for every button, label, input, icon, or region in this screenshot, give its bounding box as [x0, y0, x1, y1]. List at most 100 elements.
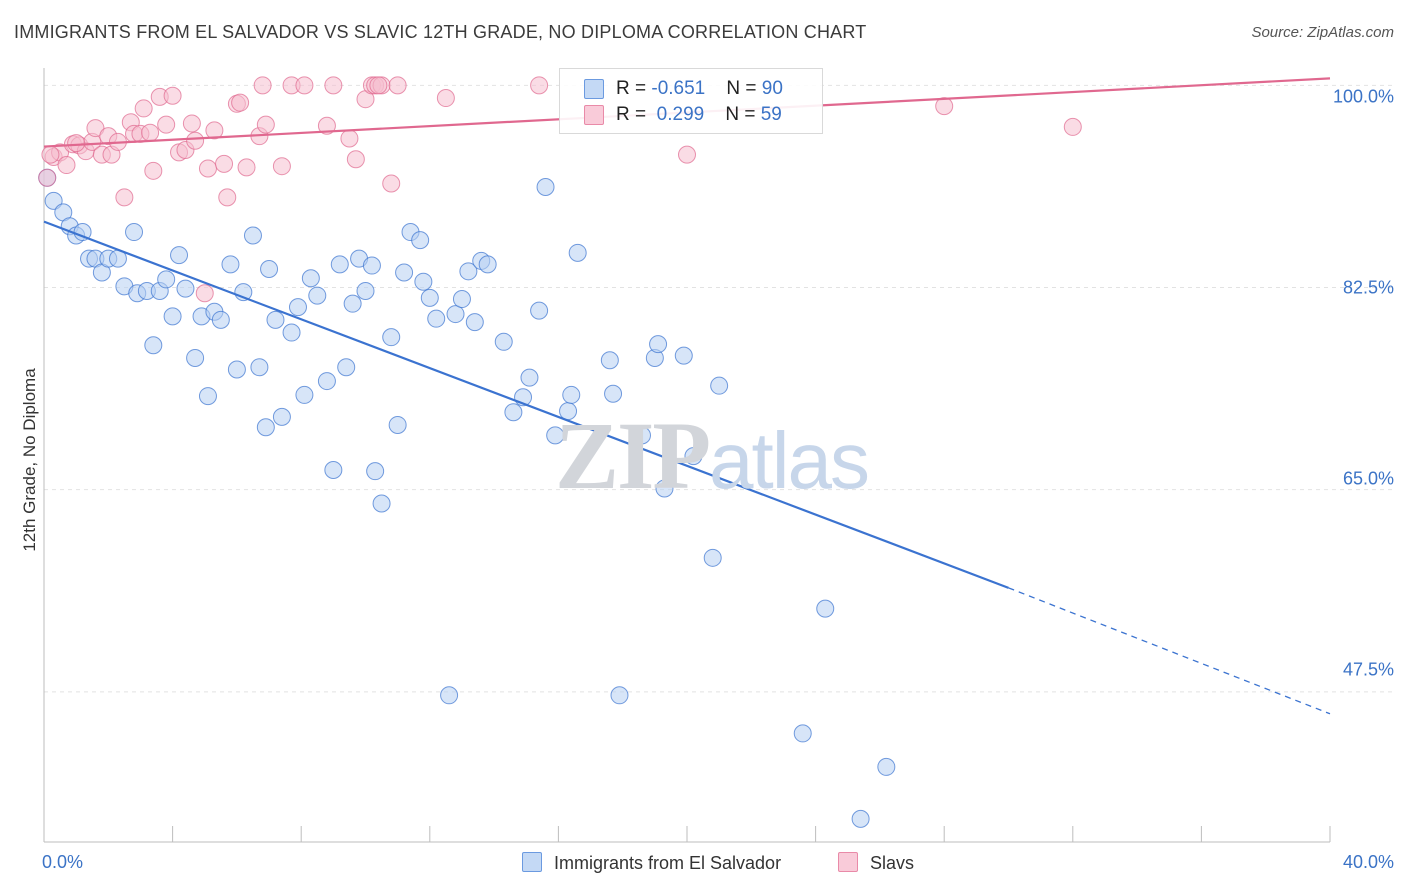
- trend-line-salvador: [43, 220, 1009, 589]
- point-salvador: [144, 336, 163, 355]
- point-slavs: [256, 115, 275, 134]
- point-slavs: [157, 115, 176, 134]
- stats-swatch-salvador: [584, 79, 604, 99]
- point-salvador: [600, 351, 619, 370]
- point-slavs: [295, 76, 314, 95]
- point-slavs: [41, 145, 60, 164]
- point-salvador: [125, 223, 144, 242]
- point-salvador: [295, 385, 314, 404]
- point-salvador: [536, 177, 555, 196]
- point-salvador: [282, 323, 301, 342]
- point-slavs: [388, 76, 407, 95]
- point-salvador: [478, 255, 497, 274]
- point-salvador: [308, 286, 327, 305]
- point-salvador: [170, 246, 189, 265]
- point-slavs: [530, 76, 549, 95]
- point-salvador: [163, 307, 182, 326]
- point-slavs: [231, 93, 250, 112]
- point-slavs: [215, 154, 234, 173]
- point-salvador: [604, 384, 623, 403]
- point-salvador: [372, 494, 391, 513]
- stats-swatch-slavs: [584, 105, 604, 125]
- point-salvador: [440, 686, 459, 705]
- point-slavs: [57, 156, 76, 175]
- point-salvador: [266, 310, 285, 329]
- point-salvador: [655, 479, 674, 498]
- point-salvador: [816, 599, 835, 618]
- point-salvador: [546, 426, 565, 445]
- point-salvador: [250, 358, 269, 377]
- point-slavs: [436, 89, 455, 108]
- trend-line-salvador-extension: [1008, 587, 1331, 715]
- r-label: R =: [616, 78, 652, 99]
- point-salvador: [221, 255, 240, 274]
- y-tick-label: 82.5%: [1342, 277, 1394, 298]
- legend-item-salvador[interactable]: Immigrants from El Salvador: [522, 852, 781, 874]
- point-salvador: [324, 461, 343, 480]
- point-slavs: [272, 157, 291, 176]
- point-slavs: [205, 121, 224, 140]
- point-salvador: [562, 385, 581, 404]
- point-salvador: [610, 686, 629, 705]
- watermark: ZIPatlas: [555, 400, 870, 511]
- y-tick-label: 47.5%: [1342, 659, 1394, 680]
- point-salvador: [446, 305, 465, 324]
- y-tick-label: 65.0%: [1342, 468, 1394, 489]
- point-slavs: [935, 97, 954, 116]
- point-salvador: [260, 260, 279, 279]
- axis-layer: [43, 68, 1331, 843]
- point-slavs: [186, 131, 205, 150]
- point-salvador: [362, 256, 381, 275]
- x-tick-label-max: 40.0%: [1342, 852, 1394, 872]
- point-slavs: [317, 116, 336, 135]
- point-salvador: [317, 372, 336, 391]
- point-salvador: [330, 255, 349, 274]
- point-slavs: [198, 159, 217, 178]
- point-salvador: [504, 403, 523, 422]
- point-salvador: [256, 418, 275, 437]
- point-slavs: [324, 76, 343, 95]
- point-salvador: [632, 426, 651, 445]
- point-slavs: [218, 188, 237, 207]
- point-salvador: [198, 387, 217, 406]
- point-slavs: [1063, 117, 1082, 136]
- point-salvador: [427, 309, 446, 328]
- point-slavs: [134, 99, 153, 118]
- y-tick-label: 100.0%: [1332, 86, 1394, 107]
- point-salvador: [272, 407, 291, 426]
- watermark-atlas: atlas: [709, 416, 870, 505]
- point-slavs: [253, 76, 272, 95]
- y-axis-label: 12th Grade, No Diploma: [20, 368, 39, 552]
- point-salvador: [649, 335, 668, 354]
- legend-swatch-slavs: [838, 852, 858, 872]
- point-slavs: [86, 119, 105, 138]
- point-slavs: [195, 284, 214, 303]
- point-slavs: [237, 158, 256, 177]
- n-value: 90: [761, 78, 783, 99]
- point-slavs: [346, 150, 365, 169]
- legend-item-slavs[interactable]: Slavs: [838, 852, 914, 874]
- point-slavs: [144, 161, 163, 180]
- point-salvador: [157, 270, 176, 289]
- legend-label-salvador: Immigrants from El Salvador: [554, 853, 782, 873]
- point-slavs: [141, 123, 160, 142]
- point-slavs: [382, 174, 401, 193]
- point-salvador: [388, 415, 407, 434]
- chart-title: IMMIGRANTS FROM EL SALVADOR VS SLAVIC 12…: [14, 22, 867, 42]
- point-salvador: [176, 279, 195, 298]
- point-salvador: [411, 231, 430, 250]
- point-salvador: [288, 298, 307, 317]
- point-salvador: [366, 462, 385, 481]
- watermark-zip: ZIP: [555, 402, 711, 509]
- r-label: R =: [616, 104, 652, 125]
- point-salvador: [186, 348, 205, 367]
- point-slavs: [369, 76, 388, 95]
- legend-label-slavs: Slavs: [870, 853, 915, 873]
- point-slavs: [182, 114, 201, 133]
- r-value: 0.299: [651, 104, 705, 125]
- point-salvador: [684, 447, 703, 466]
- point-slavs: [67, 134, 86, 153]
- legend-swatch-salvador: [522, 852, 542, 872]
- point-salvador: [568, 243, 587, 262]
